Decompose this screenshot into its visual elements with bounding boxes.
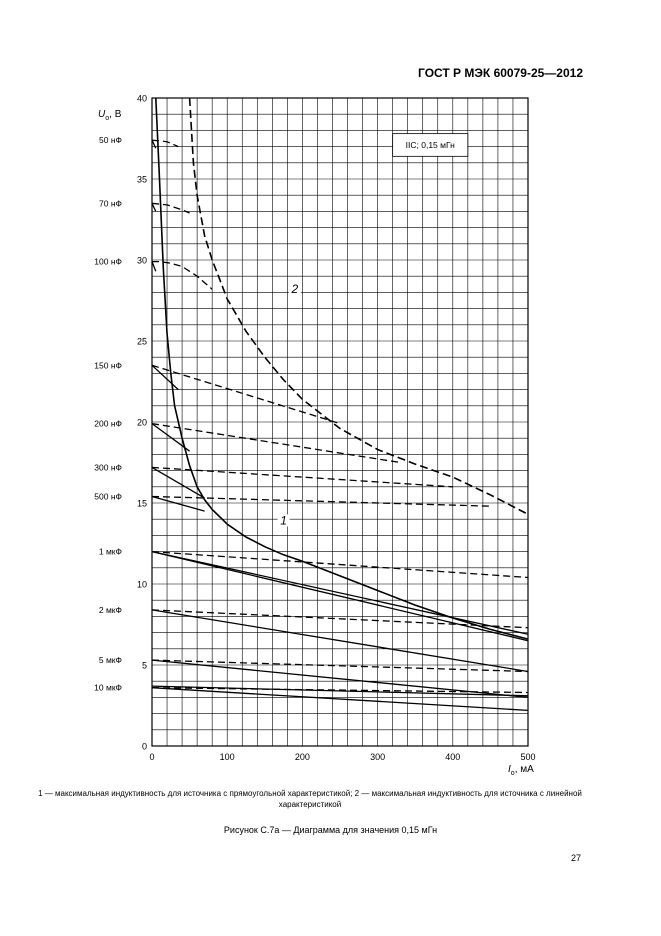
page-number: 27 — [570, 853, 581, 863]
capacitance-line-solid — [151, 495, 205, 512]
plot-frame — [151, 97, 529, 747]
series-1-curve — [155, 97, 529, 640]
capacitance-line-solid — [151, 550, 529, 642]
capacitance-line-dashed — [151, 495, 491, 507]
gas-group-label: IIC; 0,15 мГн — [406, 140, 455, 150]
capacitance-line-extra — [151, 685, 529, 697]
capacitance-line-dashed — [151, 659, 529, 673]
y-tick-label: 25 — [137, 337, 147, 347]
capacitance-label: 150 нФ — [94, 360, 122, 370]
capacitance-line-dashed — [151, 466, 453, 488]
x-tick-label: 300 — [370, 752, 385, 762]
gas-group-box — [392, 133, 469, 157]
capacitance-label: 1 мкФ — [99, 547, 122, 557]
curve-label-1: 1 — [280, 513, 287, 527]
capacitance-label: 100 нФ — [94, 257, 122, 267]
y-tick-label: 10 — [137, 580, 147, 590]
capacitance-line-solid — [151, 203, 157, 212]
capacitance-line-dashed — [151, 364, 341, 425]
capacitance-label: 200 нФ — [94, 419, 122, 429]
capacitance-line-solid — [151, 609, 529, 673]
y-tick-label: 30 — [137, 256, 147, 266]
y-tick-label: 0 — [142, 742, 147, 752]
figure-caption: 1 — максимальная индуктивность для источ… — [38, 789, 582, 809]
document-standard-header: ГОСТ Р МЭК 60079-25—2012 — [418, 66, 583, 80]
chart-ticks: 0 100 200 300 400 500 0 5 10 15 20 25 30 35 40 — [137, 94, 536, 763]
x-tick-label: 400 — [445, 752, 460, 762]
chart-lines — [151, 97, 529, 712]
x-tick-label: 0 — [149, 752, 154, 762]
capacitance-line-solid — [151, 423, 190, 452]
y-tick-label: 20 — [137, 418, 147, 428]
curve-label-2: 2 — [291, 282, 299, 296]
capacitance-line-dashed — [151, 139, 179, 148]
chart-annotations: Uo, В Io, мА 50 нФ 70 нФ 100 нФ 150 нФ 200 нФ 3… — [94, 109, 534, 777]
curve-label-bg — [288, 282, 301, 295]
capacitance-line-dashed — [151, 422, 401, 464]
capacitance-line-solid — [151, 687, 529, 712]
y-tick-label: 15 — [137, 499, 147, 509]
y-tick-label: 35 — [137, 175, 147, 185]
capacitance-label: 5 мкФ — [99, 655, 122, 665]
capacitance-label: 70 нФ — [99, 198, 122, 208]
capacitance-line-solid — [151, 261, 157, 272]
x-tick-label: 500 — [520, 752, 535, 762]
series-2-curve — [188, 97, 529, 516]
capacitance-line-dashed — [151, 202, 190, 214]
curve-label-bg — [277, 514, 290, 527]
capacitance-label: 10 мкФ — [94, 683, 122, 693]
x-tick-label: 100 — [220, 752, 235, 762]
capacitance-label: 300 нФ — [94, 462, 122, 472]
x-axis-label: Io, мА — [508, 764, 534, 777]
capacitance-line-dashed — [151, 687, 529, 694]
capacitance-line-extra — [151, 550, 529, 635]
capacitance-line-dashed — [152, 260, 213, 290]
y-tick-label: 40 — [137, 94, 147, 104]
capacitance-line-solid — [151, 364, 179, 391]
capacitance-label: 50 нФ — [99, 135, 122, 145]
inductance-chart: 0 100 200 300 400 500 0 5 10 15 20 25 30 35 40 Uo, В Io… — [94, 94, 536, 778]
capacitance-line-dashed — [151, 550, 529, 579]
capacitance-line-solid — [151, 466, 205, 499]
capacitance-label: 2 мкФ — [99, 605, 122, 615]
x-tick-label: 200 — [295, 752, 310, 762]
y-tick-label: 5 — [142, 661, 147, 671]
chart-grid — [151, 97, 529, 747]
capacitance-label: 500 нФ — [94, 492, 122, 502]
capacitance-line-solid — [151, 139, 157, 149]
y-axis-label: Uo, В — [98, 109, 122, 122]
figure-title: Рисунок С.7а — Диаграмма для значения 0,… — [223, 825, 438, 835]
capacitance-line-dashed — [151, 609, 529, 629]
